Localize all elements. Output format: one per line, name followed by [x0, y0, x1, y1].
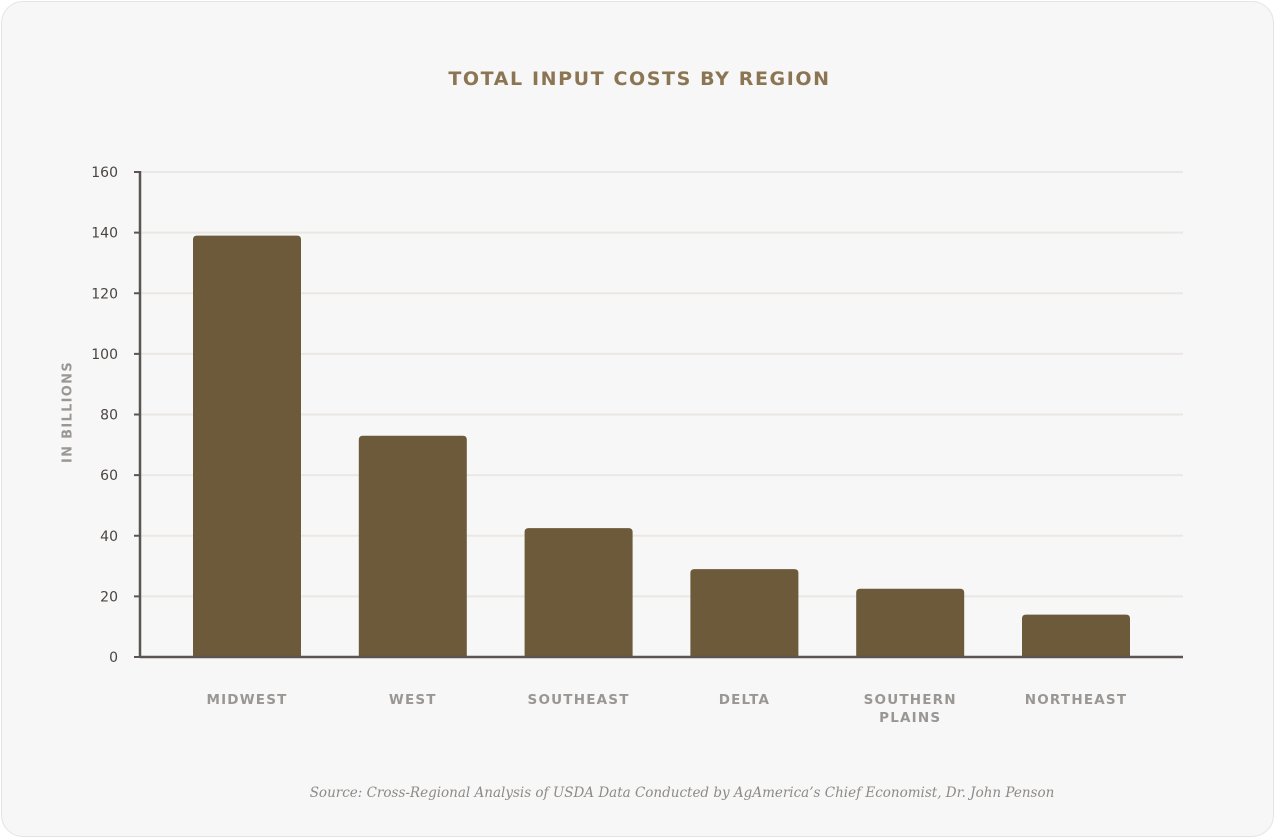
x-category-label: MIDWEST	[206, 692, 287, 708]
y-tick-label: 40	[100, 529, 118, 545]
x-category-label: NORTHEAST	[1025, 692, 1127, 708]
source-note: Source: Cross-Regional Analysis of USDA …	[309, 785, 1055, 801]
y-tick-label: 120	[91, 286, 118, 302]
y-tick-label: 80	[100, 408, 118, 424]
bar	[524, 528, 633, 657]
chart-title: TOTAL INPUT COSTS BY REGION	[448, 68, 831, 90]
bar	[358, 435, 467, 657]
y-tick-label: 20	[100, 589, 118, 605]
x-category-label: WEST	[389, 692, 437, 708]
bar	[193, 235, 301, 657]
x-category-label: DELTA	[719, 692, 770, 708]
bar	[856, 588, 965, 657]
x-category-label: PLAINS	[879, 710, 941, 726]
bar	[690, 569, 799, 657]
y-tick-label: 60	[100, 468, 118, 484]
y-tick-label: 100	[91, 347, 118, 363]
x-category-label: SOUTHEAST	[528, 692, 630, 708]
y-tick-label: 160	[91, 165, 118, 181]
y-tick-label: 0	[109, 650, 118, 666]
x-category-label: SOUTHERN	[864, 692, 957, 708]
bar	[1022, 614, 1130, 657]
y-tick-label: 140	[91, 226, 118, 242]
